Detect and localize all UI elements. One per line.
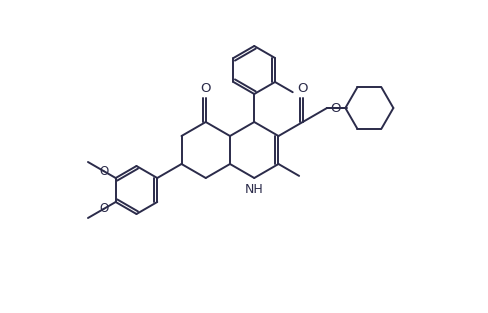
Text: O: O (200, 82, 210, 95)
Text: O: O (99, 203, 108, 215)
Text: O: O (297, 82, 307, 95)
Text: NH: NH (244, 183, 263, 196)
Text: O: O (99, 165, 108, 177)
Text: O: O (329, 101, 340, 115)
